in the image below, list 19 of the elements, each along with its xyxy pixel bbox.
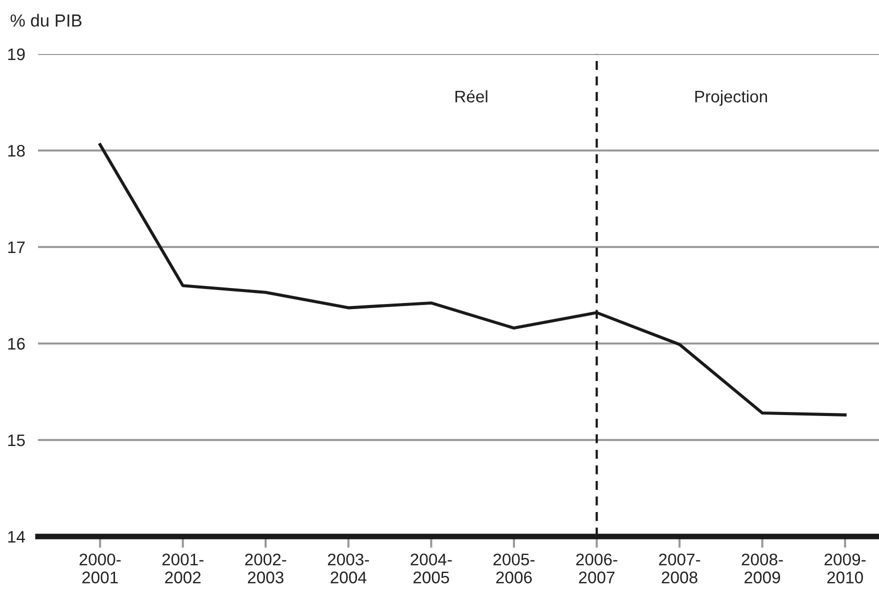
x-tick-label: 2000- 2001 [80,554,121,584]
x-tick-label: 2006- 2007 [576,554,618,584]
y-tick-label: 16 [8,338,25,350]
x-tick-label: 2002- 2003 [245,554,286,584]
x-tick-label: 2003- 2004 [328,554,369,584]
x-tick-label: 2008- 2009 [742,554,783,584]
x-tick-label: 2005- 2006 [493,554,535,584]
y-tick-label: 14 [8,531,26,543]
annotation: Projection [695,90,767,106]
x-tick-label: 2004- 2005 [410,554,452,584]
x-tick-label: 2007- 2008 [659,554,700,584]
annotation: Réel [455,90,488,102]
y-tick-label: 17 [8,242,25,254]
x-tick-label: 2001- 2002 [162,554,204,584]
y-axis-title: % du PIB [10,14,82,27]
y-tick-label: 18 [8,144,25,157]
y-tick-label: 15 [8,434,25,446]
x-tick-label: 2009- 2010 [824,554,866,584]
y-tick-label: 19 [8,48,25,60]
